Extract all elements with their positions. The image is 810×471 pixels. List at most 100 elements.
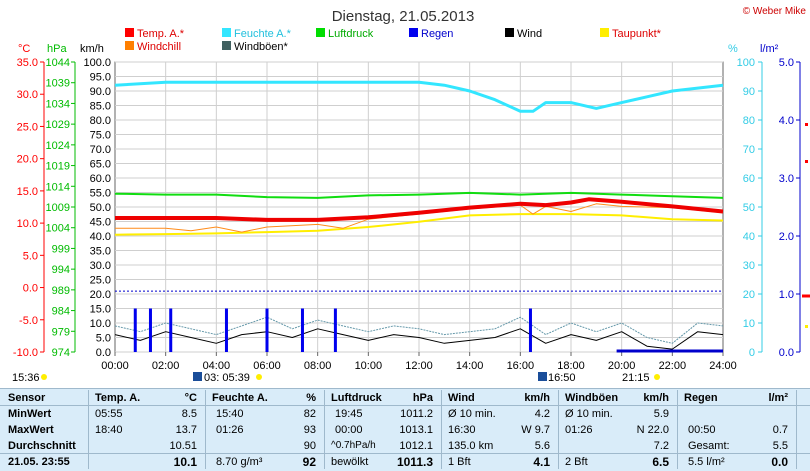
- legend-label: Windböen*: [234, 41, 289, 53]
- series-line-luftdruck: [114, 191, 724, 199]
- wind-header: Wind: [448, 392, 475, 404]
- wind-tick-label: 75.0: [90, 130, 111, 142]
- humidity-tick-label: 70: [743, 144, 755, 156]
- weather-chart: Dienstag, 21.05.2013 © Weber Mike Temp. …: [12, 6, 810, 384]
- temp-current-value: 10.1: [173, 455, 197, 469]
- wind-tick-label: 85.0: [90, 101, 111, 113]
- legend-label: Temp. A.*: [137, 28, 185, 40]
- rain-total-value: 5.5: [772, 440, 788, 452]
- x-tick-label: 10:00: [355, 360, 383, 372]
- temp-min-time: 05:55: [95, 408, 123, 420]
- series-line-feuchte-a: [114, 80, 724, 113]
- wind-tick-label: 60.0: [90, 173, 111, 185]
- gust-column: Windböen km/h Ø 10 min. 5.9 01:26 N 22.0 7.…: [565, 392, 669, 469]
- sensor-column: Sensor MinWert MaxWert Durchschnitt 21.0…: [0, 388, 88, 471]
- wind-avg10-value: 4.2: [534, 408, 550, 420]
- rain-bar: [133, 308, 137, 352]
- pressure-tick-label: 1009: [46, 202, 70, 214]
- temp-tick-label: -5.0: [19, 315, 38, 327]
- wind-beaufort: 1 Bft: [448, 456, 471, 468]
- chart-legend: Temp. A.* Feuchte A.* Luftdruck Regen Wind Ta…: [125, 28, 662, 53]
- series-line-temp-a: [115, 197, 724, 222]
- forecast-text: bewölkt: [331, 456, 369, 468]
- pressure-unit-label: hPa: [47, 43, 67, 55]
- wind-tick-label: 55.0: [90, 188, 111, 200]
- wind-tick-label: 0.0: [96, 347, 111, 359]
- rain-tick-label: 5.0: [779, 57, 794, 69]
- sun-times-bar: 15:36 03: 05:39 16:50 21:15: [12, 372, 660, 384]
- pressure-header: Luftdruck: [331, 392, 382, 404]
- temp-tick-label: 5.0: [23, 250, 38, 262]
- left-time-label: 15:36: [12, 372, 40, 384]
- humidity-min-value: 82: [303, 408, 316, 420]
- gust-header: Windböen: [565, 392, 619, 404]
- rain-tick-label: 2.0: [779, 231, 794, 243]
- copyright-text: © Weber Mike: [743, 6, 807, 17]
- humidity-tick-label: 40: [743, 231, 755, 243]
- temp-tick-label: 30.0: [17, 89, 38, 101]
- pressure-column: Luftdruck hPa 19:45 1011.2 00:00 1013.1 ^0.…: [331, 392, 433, 469]
- temp-column: Temp. A. °C 05:55 8.5 18:40 13.7 10.51 10.1: [89, 388, 205, 471]
- wind-tick-label: 90.0: [90, 86, 111, 98]
- wind-column: Wind km/h Ø 10 min. 4.2 16:30 W 9.7 135.0 k…: [448, 392, 550, 469]
- pressure-max-value: 1013.1: [399, 424, 433, 436]
- x-tick-label: 20:00: [608, 360, 636, 372]
- rain-bar: [265, 308, 269, 352]
- temp-tick-label: 20.0: [17, 154, 38, 166]
- sensor-header: Sensor: [8, 392, 46, 404]
- rain-unit-label: l/m²: [760, 43, 779, 55]
- wind-tick-label: 80.0: [90, 115, 111, 127]
- pressure-tick-label: 1039: [46, 78, 70, 90]
- min-row-label: MinWert: [8, 408, 52, 420]
- chart-title: Dienstag, 21.05.2013: [332, 8, 475, 25]
- humidity-tick-label: 30: [743, 260, 755, 272]
- rain-tick-label: 3.0: [779, 173, 794, 185]
- humidity-tick-label: 20: [743, 289, 755, 301]
- legend-label: Luftdruck: [328, 28, 374, 40]
- legend-label: Regen: [421, 28, 453, 40]
- temp-tick-label: 15.0: [17, 186, 38, 198]
- wind-tick-label: 35.0: [90, 246, 111, 258]
- temp-tick-label: -10.0: [13, 347, 38, 359]
- x-tick-label: 14:00: [456, 360, 484, 372]
- legend-swatch: [222, 28, 231, 37]
- chart-axes: 35.0 30.0 25.0 20.0 15.0 10.0 5.0 0.0 -5.0 -10.0 1…: [13, 57, 801, 372]
- wind-tick-label: 45.0: [90, 217, 111, 229]
- temp-max-time: 18:40: [95, 424, 123, 436]
- temp-unit-label: °C: [18, 43, 30, 55]
- noon-label: 16:50: [548, 372, 576, 384]
- pressure-tick-label: 974: [52, 347, 70, 359]
- x-tick-label: 04:00: [203, 360, 231, 372]
- pressure-tick-label: 979: [52, 326, 70, 338]
- absolute-humidity: 8.70 g/m³: [216, 456, 263, 468]
- legend-swatch: [125, 41, 134, 50]
- rain-tick-label: 4.0: [779, 115, 794, 127]
- humidity-tick-label: 0: [749, 347, 755, 359]
- wind-tick-label: 20.0: [90, 289, 111, 301]
- legend-swatch: [505, 28, 514, 37]
- rain-bar: [169, 308, 173, 352]
- wind-tick-label: 15.0: [90, 304, 111, 316]
- wind-unit-label: km/h: [80, 43, 104, 55]
- series-line-wind: [114, 328, 724, 350]
- sun-icon: [41, 374, 47, 380]
- x-tick-label: 24:00: [709, 360, 737, 372]
- gust-avg-value: 7.2: [653, 440, 669, 452]
- humidity-avg-value: 90: [303, 440, 316, 452]
- x-tick-label: 02:00: [152, 360, 180, 372]
- humidity-tick-label: 60: [743, 173, 755, 185]
- wind-avg-value: 5.6: [534, 440, 550, 452]
- rain-bar: [148, 308, 152, 352]
- pressure-tick-label: 989: [52, 285, 70, 297]
- x-tick-label: 06:00: [253, 360, 281, 372]
- chart-grid: [114, 61, 724, 353]
- humidity-column: Feuchte A.% 15:40 82 01:26 93 90 8.70 g/m³…: [212, 392, 316, 469]
- stats-panel: Sensor MinWert MaxWert Durchschnitt 21.0…: [0, 388, 810, 471]
- wind-current-value: 4.1: [533, 455, 550, 469]
- gust-unit: km/h: [643, 392, 669, 404]
- temp-header: Temp. A.: [95, 392, 141, 404]
- wind-max-value: W 9.7: [521, 424, 550, 436]
- pressure-tick-label: 999: [52, 243, 70, 255]
- max-row-label: MaxWert: [8, 424, 54, 436]
